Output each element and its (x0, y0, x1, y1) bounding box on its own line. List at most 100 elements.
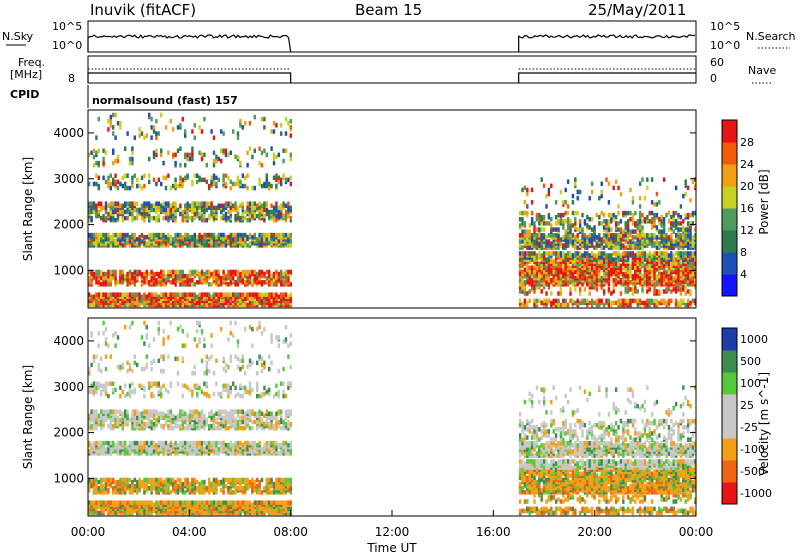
heatmap-cell (619, 277, 623, 283)
heatmap-cell (679, 241, 683, 246)
heatmap-cell (133, 483, 136, 489)
heatmap-cell (150, 125, 153, 130)
heatmap-cell (90, 483, 93, 489)
heatmap-cell (593, 233, 596, 238)
heatmap-cell (138, 133, 141, 138)
heatmap-cell (241, 280, 244, 285)
heatmap-cell (155, 148, 158, 153)
heatmap-cell (179, 175, 182, 181)
heatmap-cell (155, 500, 158, 505)
heatmap-cell (193, 282, 196, 287)
heatmap-cell (88, 292, 91, 297)
station-title: Inuvik (fitACF) (90, 1, 196, 19)
heatmap-cell (169, 118, 172, 124)
heatmap-cell (564, 253, 567, 258)
heatmap-cell (658, 289, 661, 294)
heatmap-cell (634, 245, 637, 250)
heatmap-cell (167, 409, 170, 414)
heatmap-cell (210, 294, 213, 299)
heatmap-cell (112, 477, 115, 483)
heatmap-cell (614, 282, 618, 287)
heatmap-cell (564, 261, 567, 266)
nsky-tick-bottom: 10^0 (52, 39, 82, 52)
heatmap-cell (210, 271, 213, 277)
heatmap-cell (576, 210, 579, 216)
heatmap-cell (593, 225, 596, 230)
heatmap-cell (198, 215, 201, 221)
heatmap-cell (198, 271, 201, 277)
heatmap-cell (215, 181, 218, 187)
heatmap-cell (672, 239, 675, 244)
heatmap-cell (229, 209, 232, 215)
heatmap-cell (646, 239, 649, 244)
heatmap-cell (619, 191, 623, 197)
heatmap-cell (136, 409, 139, 414)
heatmap-cell (612, 285, 615, 290)
heatmap-cell (121, 440, 124, 446)
heatmap-cell (521, 187, 524, 193)
heatmap-cell (112, 148, 115, 153)
heatmap-cell (562, 225, 565, 230)
heatmap-cell (662, 298, 666, 304)
heatmap-cell (280, 232, 283, 238)
heatmap-cell (590, 265, 594, 271)
heatmap-cell (571, 282, 575, 287)
heatmap-cell (667, 285, 671, 290)
heatmap-cell (658, 251, 661, 256)
heatmap-cell (626, 243, 630, 248)
heatmap-cell (521, 233, 524, 238)
heatmap-cell (679, 204, 683, 209)
heatmap-cell (638, 298, 642, 304)
heatmap-cell (694, 210, 697, 216)
heatmap-cell (251, 201, 254, 206)
heatmap-cell (674, 239, 678, 244)
heatmap-cell (112, 243, 115, 248)
heatmap-cell (686, 233, 690, 238)
heatmap-cell (107, 175, 110, 181)
heatmap-cell (188, 243, 192, 248)
heatmap-cell (109, 114, 112, 120)
heatmap-cell (260, 232, 264, 238)
heatmap-cell (275, 269, 278, 275)
heatmap-cell (538, 273, 541, 279)
heatmap-cell (191, 215, 194, 221)
heatmap-cell (256, 213, 259, 219)
heatmap-cell (566, 217, 570, 222)
heatmap-cell (677, 275, 680, 281)
heatmap-cell (212, 232, 216, 238)
heatmap-cell (617, 233, 620, 238)
heatmap-cell (131, 320, 134, 326)
heatmap-cell (653, 233, 656, 238)
heatmap-cell (236, 275, 240, 281)
heatmap-cell (662, 221, 666, 226)
heatmap-cell (205, 179, 208, 185)
y-tick-label: 2000 (53, 218, 84, 232)
heatmap-cell (95, 354, 98, 359)
heatmap-cell (212, 292, 216, 297)
heatmap-cell (578, 227, 582, 232)
heatmap-cell (535, 217, 539, 222)
heatmap-cell (593, 253, 596, 258)
heatmap-cell (648, 302, 651, 308)
heatmap-cell (136, 236, 139, 242)
heatmap-cell (200, 269, 204, 275)
heatmap-cell (193, 173, 196, 178)
heatmap-cell (188, 273, 192, 279)
heatmap-cell (169, 320, 172, 326)
heatmap-cell (284, 177, 288, 183)
heatmap-cell (124, 215, 127, 221)
heatmap-cell (564, 275, 567, 281)
heatmap-cell (224, 296, 228, 302)
heatmap-cell (133, 477, 136, 483)
heatmap-cell (280, 298, 283, 304)
heatmap-cell (191, 292, 194, 297)
heatmap-cell (272, 129, 276, 134)
heatmap-cell (241, 292, 244, 297)
heatmap-cell (102, 148, 105, 153)
heatmap-cell (174, 232, 177, 238)
heatmap-cell (650, 177, 654, 182)
heatmap-cell (658, 233, 661, 238)
heatmap-cell (193, 243, 196, 248)
heatmap-cell (148, 215, 151, 221)
heatmap-cell (124, 481, 127, 487)
